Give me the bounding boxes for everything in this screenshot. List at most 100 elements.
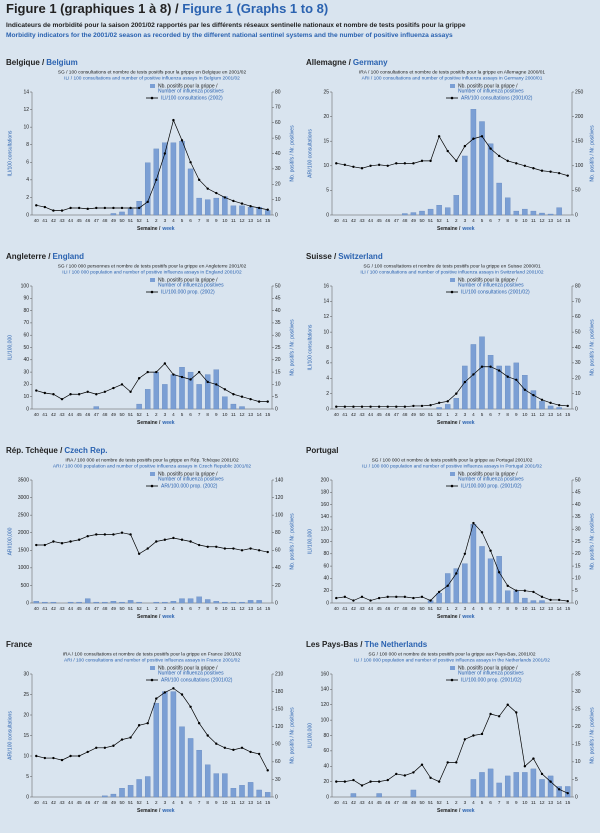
x-tick-label: 14 — [257, 218, 263, 223]
x-tick-label: 50 — [419, 412, 425, 417]
line-point — [163, 362, 167, 365]
x-tick-label: 10 — [222, 218, 228, 223]
line-point — [566, 174, 569, 177]
x-tick-label: 5 — [181, 218, 184, 223]
x-tick-label: 10 — [222, 412, 228, 417]
line-point — [112, 386, 115, 390]
y2-tick-label: 5 — [275, 394, 278, 400]
y2-tick-label: 0 — [275, 212, 278, 218]
line-point — [369, 164, 372, 167]
bar — [204, 764, 211, 798]
x-tick-label: 46 — [85, 606, 91, 611]
y-tick-label: 14 — [23, 89, 29, 95]
line-point — [540, 595, 544, 599]
bar — [153, 601, 160, 604]
bar — [222, 396, 228, 410]
line-point — [557, 403, 561, 407]
line-point — [137, 724, 141, 727]
x-axis-label-part: Semaine / — [137, 420, 161, 426]
line-point — [523, 765, 527, 768]
line-point — [95, 746, 98, 749]
bar — [162, 691, 168, 798]
x-tick-label: 52 — [137, 218, 143, 223]
line-point — [549, 401, 552, 405]
y-axis-label: ARI/100 consultations — [307, 129, 313, 178]
y2-tick-label: 45 — [275, 296, 281, 302]
chart-heading-part: England — [52, 252, 84, 261]
x-tick-label: 7 — [498, 800, 501, 805]
bar — [530, 390, 537, 410]
line-point — [266, 769, 269, 772]
bar — [487, 143, 494, 216]
bar — [470, 344, 477, 410]
x-axis-label-part: week — [461, 808, 474, 814]
x-tick-label: 50 — [419, 606, 425, 611]
line-point — [60, 397, 64, 401]
y-tick-label: 50 — [23, 345, 29, 351]
bar — [410, 789, 417, 798]
x-tick-label: 1 — [146, 606, 149, 611]
x-tick-label: 9 — [515, 606, 518, 611]
x-tick-label: 43 — [59, 606, 65, 611]
legend-label: Number of influenza positives — [458, 282, 524, 288]
line-point — [335, 780, 338, 783]
x-axis-label: Semaine / week — [137, 808, 175, 814]
line-point — [112, 206, 115, 210]
x-tick-label: 48 — [102, 800, 108, 805]
x-tick-label: 46 — [385, 218, 391, 223]
x-tick-label: 46 — [85, 800, 91, 805]
line-point — [77, 393, 81, 396]
x-tick-label: 5 — [481, 412, 484, 417]
x-tick-label: 4 — [472, 218, 475, 223]
x-tick-label: 9 — [215, 606, 218, 611]
x-tick-label: 7 — [198, 606, 201, 611]
line-point — [395, 772, 398, 776]
chart-title: SG / 100 000 personnes et nombre de test… — [58, 263, 247, 269]
y2-tick-label: 0 — [575, 212, 578, 218]
legend-label: ARI/100.000 prop. (2002) — [161, 483, 218, 489]
y-tick-label: 4 — [326, 376, 329, 382]
x-tick-label: 10 — [222, 606, 228, 611]
x-tick-label: 3 — [464, 412, 467, 417]
x-tick-label: 51 — [428, 412, 434, 417]
legend-label: Number of influenza positives — [158, 88, 224, 94]
x-tick-label: 40 — [334, 412, 340, 417]
bar — [93, 406, 100, 410]
title-en: Figure 1 (Graphs 1 to 8) — [182, 1, 328, 16]
bar — [496, 365, 502, 410]
y-tick-label: 120 — [321, 702, 330, 708]
bar — [479, 772, 485, 798]
x-tick-label: 42 — [51, 800, 57, 805]
bar — [230, 205, 237, 216]
line-point — [489, 712, 492, 716]
y2-tick-label: 10 — [275, 382, 281, 388]
x-tick-label: 8 — [506, 606, 509, 611]
legend-label: Nb. positifs pour la grippe / — [158, 277, 218, 283]
y2-tick-label: 90 — [275, 742, 281, 748]
x-tick-label: 11 — [531, 800, 536, 805]
line-point — [197, 543, 201, 547]
bar — [230, 788, 237, 798]
x-tick-label: 47 — [94, 412, 100, 417]
legend-label: ILI/100.000 prop. (2001/02) — [461, 677, 522, 683]
line-point — [566, 599, 569, 603]
bar — [222, 196, 228, 216]
x-tick-label: 48 — [402, 800, 408, 805]
x-tick-label: 2 — [455, 800, 458, 805]
x-tick-label: 10 — [222, 800, 228, 805]
line-point — [437, 590, 441, 594]
y-tick-label: 2000 — [18, 530, 29, 536]
x-tick-label: 4 — [172, 412, 175, 417]
line-point — [437, 780, 441, 783]
line-point — [369, 780, 372, 783]
x-tick-label: 50 — [119, 800, 125, 805]
line-point — [103, 746, 107, 749]
x-tick-label: 45 — [377, 412, 383, 417]
x-tick-label: 44 — [368, 412, 374, 417]
bar — [76, 601, 82, 604]
bar — [213, 773, 220, 798]
y2-tick-label: 40 — [575, 502, 581, 508]
chart-heading-part: Allemagne / — [306, 58, 352, 67]
line-point — [437, 135, 441, 138]
x-tick-label: 49 — [111, 218, 117, 223]
